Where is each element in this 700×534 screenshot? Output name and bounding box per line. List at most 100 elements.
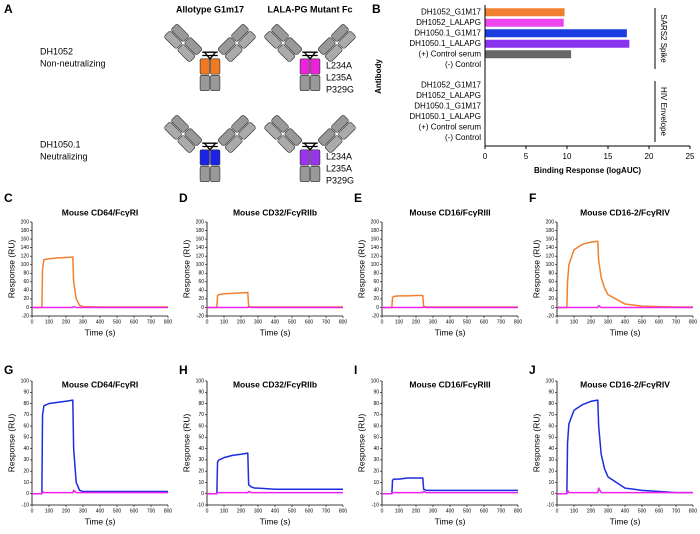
x-tick-label: 100 [395, 508, 404, 514]
panel-label: A [4, 2, 13, 16]
bar [485, 50, 572, 59]
y-tick-label: 10 [198, 480, 204, 486]
y-tick-label: 30 [23, 457, 29, 463]
panel-label: F [529, 191, 536, 205]
x-tick-label: 300 [604, 319, 613, 325]
y-tick-label: 100 [196, 378, 205, 384]
y-tick-label: 200 [371, 219, 380, 225]
y-axis-label: Response (RU) [6, 414, 16, 473]
x-tick-label: 500 [463, 319, 472, 325]
x-tick-label: 10 [563, 152, 572, 161]
x-tick-label: 600 [480, 508, 489, 514]
y-tick-label: -20 [197, 313, 204, 319]
x-tick-label: 300 [254, 508, 263, 514]
x-axis-label: Time (s) [260, 327, 291, 337]
mutation: L234A [326, 60, 352, 70]
y-tick-label: 0 [551, 305, 554, 311]
panel-label: J [529, 363, 536, 377]
y-tick-label: 60 [23, 279, 29, 285]
y-tick-label: 80 [23, 271, 29, 277]
x-tick-label: 800 [689, 508, 698, 514]
y-tick-label: 60 [373, 423, 379, 429]
y-tick-label: 0 [201, 491, 204, 497]
y-tick-label: 60 [23, 423, 29, 429]
x-tick-label: 800 [514, 319, 523, 325]
y-tick-label: 70 [548, 412, 554, 418]
y-tick-label: 10 [373, 480, 379, 486]
y-tick-label: 40 [548, 288, 554, 294]
x-tick-label: 300 [79, 508, 88, 514]
x-tick-label: 0 [31, 319, 34, 325]
y-tick-label: -20 [547, 313, 554, 319]
x-tick-label: 700 [672, 508, 681, 514]
bar [485, 18, 564, 27]
y-tick-label: 50 [198, 435, 204, 441]
y-tick-label: 20 [198, 296, 204, 302]
y-axis-label: Antibody [374, 59, 383, 94]
y-tick-label: 160 [21, 236, 30, 242]
y-tick-label: 40 [198, 446, 204, 452]
x-tick-label: 300 [79, 319, 88, 325]
x-tick-label: 500 [288, 319, 297, 325]
mutation: L235A [326, 72, 352, 82]
antibody-icon [163, 113, 257, 183]
y-tick-label: 140 [371, 245, 380, 251]
y-tick-label: 80 [373, 401, 379, 407]
y-tick-label: 20 [548, 296, 554, 302]
y-tick-label: 20 [23, 469, 29, 475]
x-tick-label: 20 [645, 152, 654, 161]
x-tick-label: 0 [31, 508, 34, 514]
x-tick-label: 200 [237, 319, 246, 325]
x-tick-label: 0 [556, 319, 559, 325]
chart-title: Mouse CD64/FcγRI [62, 207, 139, 217]
x-tick-label: 300 [429, 508, 438, 514]
x-axis-label: Time (s) [85, 516, 116, 526]
y-tick-label: 40 [373, 446, 379, 452]
y-tick-label: 20 [548, 469, 554, 475]
x-tick-label: 200 [587, 319, 596, 325]
y-tick-label: 120 [21, 254, 30, 260]
y-tick-label: 160 [196, 236, 205, 242]
y-tick-label: 180 [196, 228, 205, 234]
y-tick-label: 80 [198, 271, 204, 277]
y-tick-label: 10 [548, 480, 554, 486]
x-tick-label: 0 [206, 319, 209, 325]
y-tick-label: 50 [373, 435, 379, 441]
x-tick-label: 200 [587, 508, 596, 514]
x-tick-label: 100 [220, 508, 229, 514]
y-axis-label: Response (RU) [531, 240, 541, 299]
x-tick-label: 200 [237, 508, 246, 514]
y-tick-label: -10 [547, 502, 554, 508]
y-axis-label: Response (RU) [181, 414, 191, 473]
panel-label: E [354, 191, 362, 205]
x-tick-label: 400 [621, 508, 630, 514]
series-line [557, 487, 693, 495]
x-axis-label: Time (s) [435, 327, 466, 337]
x-tick-label: 300 [429, 319, 438, 325]
y-tick-label: 120 [371, 254, 380, 260]
x-tick-label: 700 [672, 319, 681, 325]
x-tick-label: 600 [305, 508, 314, 514]
x-tick-label: 100 [45, 319, 54, 325]
category-label: DH1052_G1M17 [421, 80, 482, 89]
x-tick-label: 100 [395, 319, 404, 325]
category-label: DH1052_G1M17 [421, 7, 482, 16]
x-tick-label: 800 [339, 508, 348, 514]
panel-label: I [354, 363, 357, 377]
y-tick-label: 60 [373, 279, 379, 285]
series-line [557, 305, 693, 309]
panel-label: G [4, 363, 13, 377]
category-label: DH1050.1_G1M17 [414, 28, 481, 37]
group-label: SARS2 Spike [659, 14, 668, 63]
y-tick-label: 40 [23, 446, 29, 452]
y-axis-label: Response (RU) [356, 240, 366, 299]
x-tick-label: 500 [113, 319, 122, 325]
series-line [207, 490, 343, 495]
y-tick-label: 70 [198, 412, 204, 418]
x-tick-label: 700 [497, 508, 506, 514]
x-tick-label: 0 [381, 319, 384, 325]
y-tick-label: -20 [22, 313, 29, 319]
y-tick-label: 120 [546, 254, 555, 260]
y-tick-label: 100 [196, 262, 205, 268]
x-tick-label: 200 [412, 508, 421, 514]
